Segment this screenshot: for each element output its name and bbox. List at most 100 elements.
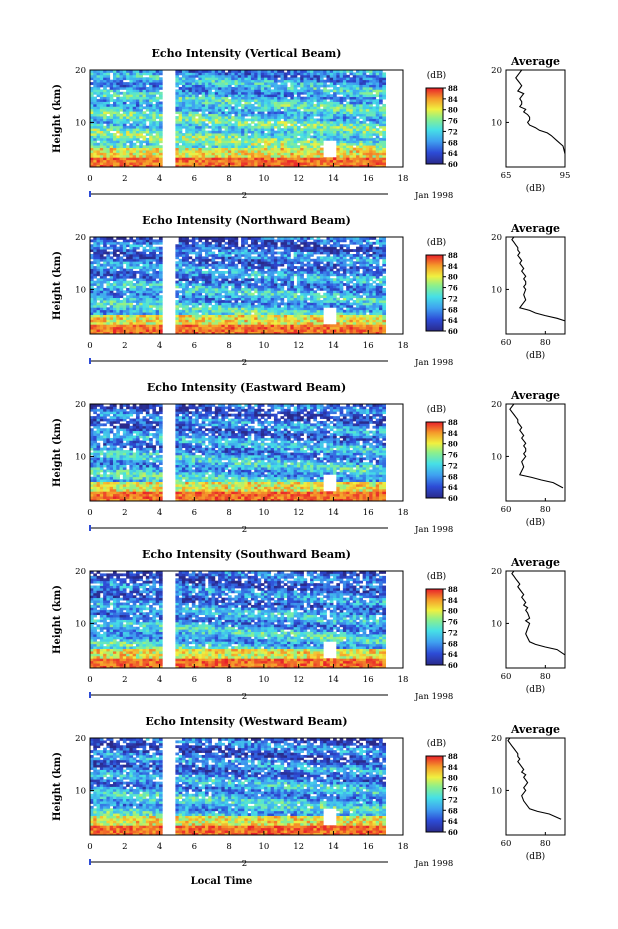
heatmap-cell <box>293 123 298 127</box>
heatmap-cell <box>372 116 377 119</box>
heatmap-cell <box>336 113 341 117</box>
heatmap-cell <box>247 159 252 163</box>
heatmap-cell <box>142 307 147 311</box>
heatmap-cell <box>336 74 341 78</box>
heatmap-cell <box>119 86 124 90</box>
heatmap-cell <box>175 142 180 146</box>
heatmap-cell <box>247 273 252 277</box>
x-tick-label: 0 <box>87 174 92 184</box>
heatmap-cell <box>244 120 249 124</box>
heatmap-cell <box>326 130 331 134</box>
heatmap-cell <box>204 304 209 308</box>
heatmap-cell <box>352 150 357 153</box>
heatmap-cell <box>227 319 232 323</box>
heatmap-cell <box>369 72 373 76</box>
heatmap-cell <box>116 280 120 284</box>
heatmap-cell <box>270 108 275 112</box>
heatmap-cell <box>247 84 252 88</box>
heatmap-cell <box>264 145 268 148</box>
heatmap-cell <box>119 317 124 320</box>
heatmap-cell <box>152 152 157 156</box>
heatmap-cell <box>257 77 262 81</box>
heatmap-cell <box>93 125 97 129</box>
heatmap-cell <box>99 152 104 156</box>
heatmap-cell <box>227 237 232 240</box>
heatmap-cell <box>181 82 186 85</box>
heatmap-cell <box>264 84 268 88</box>
heatmap-cell <box>90 103 94 107</box>
heatmap-cell <box>158 237 163 240</box>
heatmap-cell <box>326 103 331 107</box>
heatmap-cell <box>198 101 203 105</box>
heatmap-cell <box>352 120 357 124</box>
heatmap-cell <box>218 91 222 95</box>
heatmap-cell <box>218 125 222 129</box>
heatmap-cell <box>204 162 209 165</box>
heatmap-cell <box>142 154 147 158</box>
heatmap-cell <box>313 84 318 88</box>
heatmap-cell <box>336 89 341 93</box>
heatmap-cell <box>375 111 380 115</box>
heatmap-cell <box>323 89 327 93</box>
heatmap-cell <box>185 287 189 291</box>
heatmap-cell <box>188 266 193 269</box>
heatmap-cell <box>178 103 183 107</box>
heatmap-cell <box>126 266 130 269</box>
heatmap-cell <box>227 82 232 85</box>
heatmap-cell <box>323 130 327 134</box>
heatmap-cell <box>122 145 127 148</box>
heatmap-cell <box>346 154 350 158</box>
heatmap-cell <box>306 96 311 100</box>
heatmap-cell <box>116 125 120 129</box>
heatmap-cell <box>198 120 203 124</box>
heatmap-cell <box>119 304 124 308</box>
heatmap-cell <box>227 300 232 303</box>
heatmap-cell <box>369 96 373 100</box>
heatmap-cell <box>149 331 153 335</box>
heatmap-cell <box>290 135 295 139</box>
heatmap-cell <box>149 145 153 148</box>
heatmap-cell <box>135 130 140 134</box>
heatmap-cell <box>93 300 97 303</box>
heatmap-cell <box>116 86 120 90</box>
heatmap-cell <box>126 326 130 330</box>
heatmap-cell <box>211 154 216 158</box>
heatmap-cell <box>201 145 206 148</box>
heatmap-cell <box>362 133 367 136</box>
heatmap-cell <box>382 150 387 153</box>
heatmap-cell <box>356 96 360 100</box>
heatmap-cell <box>244 164 249 168</box>
heatmap-cell <box>372 89 377 93</box>
heatmap-cell <box>135 314 140 318</box>
heatmap-cell <box>277 128 281 132</box>
heatmap-cell <box>142 237 147 240</box>
heatmap-cell <box>316 113 321 117</box>
heatmap-cell <box>116 263 120 267</box>
heatmap-cell <box>218 261 222 265</box>
heatmap-cell <box>109 285 114 289</box>
heatmap-cell <box>273 118 278 122</box>
heatmap-cell <box>122 300 127 303</box>
heatmap-cell <box>241 154 245 158</box>
heatmap-cell <box>129 111 134 115</box>
heatmap-cell <box>290 157 295 161</box>
heatmap-cell <box>244 302 249 306</box>
heatmap-cell <box>201 307 206 311</box>
heatmap-cell <box>365 99 370 102</box>
heatmap-cell <box>234 319 239 323</box>
heatmap-cell <box>218 108 222 112</box>
heatmap-cell <box>214 253 219 257</box>
heatmap-cell <box>103 239 107 243</box>
heatmap-cell <box>191 89 196 93</box>
heatmap-cell <box>247 266 252 269</box>
heatmap-cell <box>365 94 370 98</box>
heatmap-cell <box>106 142 111 146</box>
average-x-tick-label: 65 <box>501 171 512 181</box>
heatmap-cell <box>280 142 285 146</box>
heatmap-cell <box>218 72 222 76</box>
heatmap-cell <box>316 86 321 90</box>
heatmap-cell <box>244 106 249 110</box>
heatmap-cell <box>306 140 311 144</box>
heatmap-cell <box>198 142 203 146</box>
heatmap-cell <box>319 94 324 98</box>
